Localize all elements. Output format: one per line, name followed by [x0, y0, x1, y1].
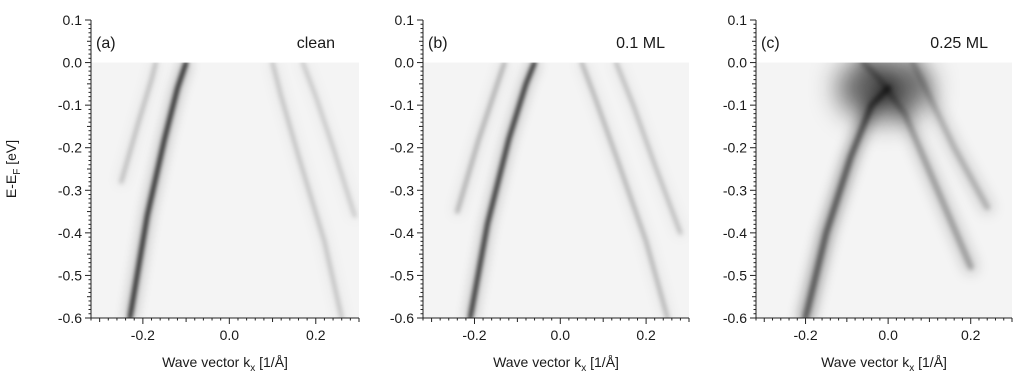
y-tick-label: 0.1	[728, 12, 748, 28]
x-tick-label: -0.2	[793, 327, 817, 343]
y-tick-label: -0.5	[390, 267, 414, 283]
panel-label: (b)	[428, 35, 448, 52]
x-tick-label: 0.0	[220, 327, 240, 343]
spectral-image	[423, 20, 689, 318]
x-axis-title: Wave vector kx [1/Å]	[162, 354, 288, 374]
y-tick-label: -0.4	[723, 225, 747, 241]
band-dispersion	[455, 60, 507, 214]
x-tick-label: 0.0	[878, 327, 898, 343]
panel-0: 0.1 0.0 -0.1 -0.2 -0.3 -0.4 -0.5 -0.6 -0.2 0.0 0.2…	[3, 12, 360, 374]
above-fermi-region	[91, 20, 359, 63]
x-axis-title: Wave vector kx [1/Å]	[821, 354, 947, 374]
x-tick-label: 0.2	[961, 327, 981, 343]
band-dispersion	[300, 60, 357, 218]
spectral-image	[91, 20, 359, 318]
panel-label: (c)	[761, 35, 780, 52]
condition-label: clean	[297, 35, 335, 52]
y-tick-label: -0.1	[390, 97, 414, 113]
panel-label: (a)	[96, 35, 116, 52]
y-tick-label: 0.1	[395, 12, 415, 28]
y-tick-label: -0.4	[390, 225, 414, 241]
y-tick-label: -0.2	[723, 140, 747, 156]
y-tick-label: 0.0	[728, 55, 748, 71]
y-tick-label: -0.5	[58, 267, 82, 283]
above-fermi-region	[756, 20, 1012, 63]
condition-label: 0.25 ML	[930, 35, 988, 52]
y-tick-label: -0.3	[58, 182, 82, 198]
band-dispersion	[802, 85, 892, 318]
spectral-image	[756, 20, 1012, 318]
y-tick-label: -0.5	[723, 267, 747, 283]
condition-label: 0.1 ML	[616, 35, 665, 52]
y-axis-title: E-EF [eV]	[3, 140, 23, 198]
panel-2: 0.1 0.0 -0.1 -0.2 -0.3 -0.4 -0.5 -0.6 -0.2 0.0 0.2…	[723, 12, 1013, 374]
y-tick-label: -0.4	[58, 225, 82, 241]
band-dispersion	[270, 60, 344, 318]
y-tick-label: -0.1	[58, 97, 82, 113]
x-tick-label: -0.2	[131, 327, 155, 343]
y-tick-label: -0.3	[723, 182, 747, 198]
band-dispersion	[468, 60, 537, 318]
above-fermi-region	[423, 20, 689, 63]
y-tick-label: -0.2	[58, 140, 82, 156]
band-dispersion	[127, 60, 189, 318]
y-tick-label: 0.0	[395, 55, 415, 71]
y-tick-label: 0.0	[63, 55, 83, 71]
y-tick-label: -0.3	[390, 182, 414, 198]
band-dispersion	[614, 60, 683, 235]
band-dispersion	[909, 59, 991, 211]
x-tick-label: -0.2	[462, 327, 486, 343]
band-dispersion	[860, 59, 974, 270]
y-tick-label: 0.1	[63, 12, 83, 28]
y-tick-label: -0.6	[390, 310, 414, 326]
band-dispersion	[579, 60, 670, 318]
band-dispersion	[119, 60, 158, 184]
y-tick-label: -0.1	[723, 97, 747, 113]
y-tick-label: -0.6	[723, 310, 747, 326]
x-tick-label: 0.0	[551, 327, 571, 343]
background-intensity	[423, 62, 689, 318]
y-tick-label: -0.2	[390, 140, 414, 156]
x-axis-title: Wave vector kx [1/Å]	[493, 354, 619, 374]
panel-1: 0.1 0.0 -0.1 -0.2 -0.3 -0.4 -0.5 -0.6 -0.2 0.0 0.2…	[390, 12, 690, 374]
x-tick-label: 0.2	[636, 327, 656, 343]
x-tick-label: 0.2	[306, 327, 326, 343]
y-tick-label: -0.6	[58, 310, 82, 326]
